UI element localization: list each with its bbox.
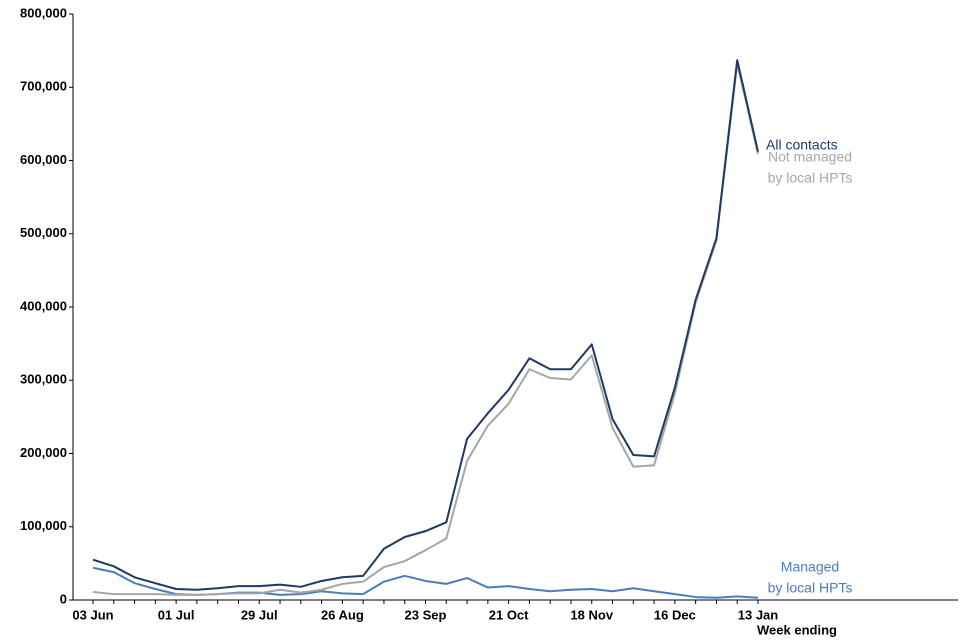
x-tick-label: 26 Aug — [321, 607, 364, 622]
y-tick-label: 200,000 — [20, 445, 67, 460]
series-label: by local HPTs — [768, 170, 853, 186]
series-line — [92, 566, 759, 599]
y-tick-label: 100,000 — [20, 518, 67, 533]
series-label: Not managed — [768, 149, 852, 165]
y-tick-label: 800,000 — [20, 5, 67, 20]
y-tick-label: 600,000 — [20, 152, 67, 167]
x-tick-label: 21 Oct — [489, 607, 529, 622]
series-label: All contacts — [766, 137, 838, 153]
y-tick-label: 500,000 — [20, 225, 67, 240]
series-label: Managed — [781, 559, 839, 575]
x-tick-label: 13 Jan — [738, 607, 779, 622]
x-tick-label: 29 Jul — [241, 607, 278, 622]
y-tick-label: 0 — [60, 591, 67, 606]
x-tick-label: 03 Jun — [72, 607, 113, 622]
series-label: by local HPTs — [768, 580, 853, 596]
x-tick-label: 16 Dec — [654, 607, 696, 622]
x-tick-label: 01 Jul — [158, 607, 195, 622]
series-line — [92, 62, 759, 596]
x-tick-label: 18 Nov — [570, 607, 613, 622]
y-tick-label: 400,000 — [20, 298, 67, 313]
series-line — [92, 59, 759, 591]
y-tick-label: 300,000 — [20, 372, 67, 387]
y-tick-label: 700,000 — [20, 79, 67, 94]
x-tick-label: 23 Sep — [405, 607, 447, 622]
x-axis-title: Week ending — [757, 622, 837, 637]
